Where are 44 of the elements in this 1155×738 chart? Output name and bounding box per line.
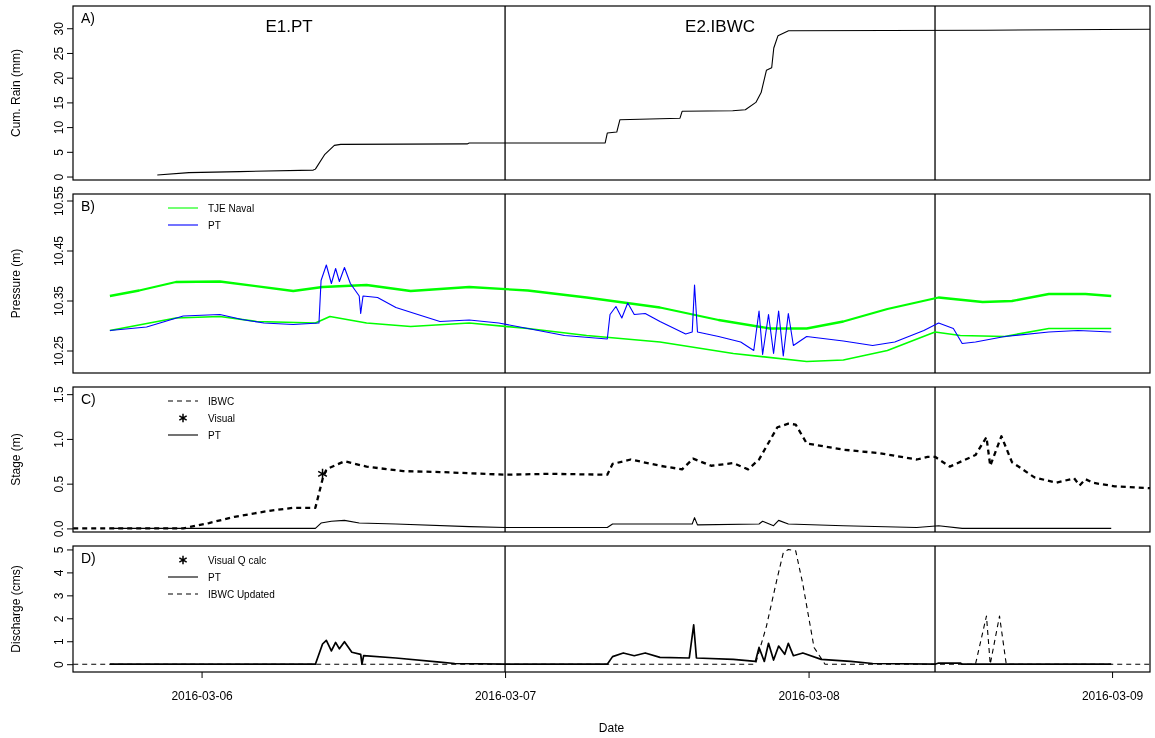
y-tick-label: 2: [52, 615, 66, 623]
y-tick-label: 0.5: [52, 475, 66, 493]
legend-label: Visual Q calc: [208, 554, 267, 566]
annotation: B): [81, 198, 95, 214]
legend-label: IBWC Updated: [208, 588, 275, 600]
y-tick-label: 5: [52, 148, 66, 156]
y-tick-label: 15: [52, 95, 66, 110]
x-tick-label: 2016-03-09: [1081, 689, 1144, 704]
y-tick-label: 3: [52, 592, 66, 600]
y-tick-label: 30: [52, 21, 66, 36]
y-tick-label: 1: [52, 638, 66, 646]
legend-label: PT: [208, 429, 221, 441]
y-tick-label: 4: [52, 569, 66, 577]
y-tick-label: 0.0: [52, 520, 66, 538]
y-tick-label: 10.55: [52, 185, 66, 217]
annotation: E2.IBWC: [685, 17, 755, 36]
y-tick-label: 20: [52, 71, 66, 85]
y-tick-label: 0: [52, 173, 66, 181]
legend-label: PT: [208, 571, 221, 583]
y-tick-label: 1.0: [52, 430, 66, 448]
annotation: C): [81, 391, 96, 407]
legend-label: Visual: [208, 412, 236, 424]
y-tick-label: 0: [52, 661, 66, 669]
y-axis-title: Pressure (m): [9, 248, 23, 319]
annotation: A): [81, 10, 95, 26]
y-axis-title: Cum. Rain (mm): [9, 48, 23, 138]
legend-label: PT: [208, 219, 221, 231]
legend-label: IBWC: [208, 395, 235, 407]
y-tick-label: 10.25: [52, 335, 66, 367]
annotation: E1.PT: [265, 17, 313, 36]
y-axis-title: Discharge (cms): [9, 565, 23, 653]
y-tick-label: 5: [52, 546, 66, 554]
y-tick-label: 10.45: [52, 235, 66, 267]
y-axis-title: Stage (m): [9, 433, 23, 486]
y-tick-label: 25: [52, 46, 66, 61]
y-tick-label: 10.35: [52, 285, 66, 317]
x-tick-label: 2016-03-06: [171, 689, 234, 704]
x-tick-label: 2016-03-08: [778, 689, 841, 704]
legend-label: TJE Naval: [208, 202, 255, 214]
x-tick-label: 2016-03-07: [474, 689, 537, 704]
y-tick-label: 1.5: [52, 386, 66, 403]
x-axis-title: Date: [598, 721, 625, 735]
y-tick-label: 10: [52, 120, 66, 135]
annotation: D): [81, 550, 96, 566]
